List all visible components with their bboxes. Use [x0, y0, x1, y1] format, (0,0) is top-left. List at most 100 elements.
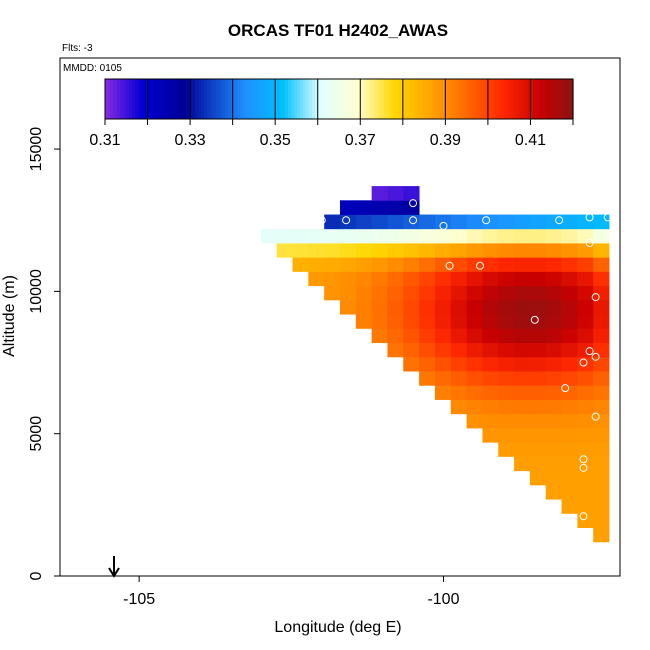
colorbar-swatch [459, 79, 463, 119]
heatmap-cell [561, 257, 578, 272]
heatmap-cell [403, 342, 420, 358]
heatmap-cell [561, 314, 578, 329]
colorbar-swatch [105, 79, 109, 119]
colorbar-swatch [288, 79, 292, 119]
colorbar-swatch [297, 79, 301, 119]
heatmap-cell [545, 399, 562, 415]
heatmap-cell [561, 484, 578, 500]
heatmap-cell [545, 342, 562, 358]
heatmap-cell [514, 385, 531, 400]
colorbar-swatch [462, 79, 466, 119]
heatmap-cell [529, 257, 547, 272]
heatmap-cell [593, 470, 610, 486]
heatmap-cell [450, 228, 468, 244]
colorbar-swatch [324, 79, 328, 119]
sample-point [342, 216, 351, 225]
heatmap-cell [308, 243, 325, 258]
colorbar-swatch [408, 79, 412, 119]
colorbar-swatch [144, 79, 148, 119]
heatmap-cell [371, 257, 388, 272]
colorbar-swatch [201, 79, 205, 119]
heatmap-cell [577, 299, 594, 315]
colorbar-swatch [267, 79, 271, 119]
heatmap-cell [529, 228, 547, 244]
colorbar-swatch [300, 79, 304, 119]
colorbar-swatch [342, 79, 346, 119]
heatmap-cell [529, 413, 547, 429]
colorbar-swatch [162, 79, 166, 119]
heatmap-cell [419, 342, 436, 358]
colorbar-swatch [330, 79, 334, 119]
colorbar-swatch [525, 79, 529, 119]
colorbar-swatch [546, 79, 550, 119]
heatmap-cell [498, 228, 515, 244]
colorbar-swatch [339, 79, 343, 119]
colorbar-swatch [522, 79, 526, 119]
heatmap-cell [577, 271, 594, 287]
heatmap-cell [371, 299, 388, 315]
colorbar-swatch [243, 79, 247, 119]
heatmap-cell [498, 214, 515, 230]
colorbar-swatch [318, 79, 322, 119]
sample-point [591, 352, 600, 361]
heatmap-cell [561, 399, 578, 415]
colorbar-swatch [312, 79, 316, 119]
heatmap-cell [276, 243, 293, 258]
colorbar-swatch [189, 79, 193, 119]
sample-point [585, 213, 594, 222]
heatmap-cell [577, 484, 594, 500]
heatmap-cell [545, 257, 562, 272]
heatmap-cell [403, 200, 420, 215]
heatmap-cell [419, 214, 436, 230]
heatmap-cell [529, 442, 547, 457]
heatmap-cell [593, 228, 610, 244]
colorbar-swatch [270, 79, 274, 119]
heatmap-cell [340, 285, 357, 301]
heatmap-cell [403, 271, 420, 287]
heatmap-cell [482, 257, 499, 272]
colorbar-swatch [396, 79, 400, 119]
heatmap-cell [577, 399, 594, 415]
colorbar-swatch [117, 79, 121, 119]
heatmap-cell [466, 385, 483, 400]
heatmap-cell [355, 271, 373, 287]
heatmap-cell [482, 285, 499, 301]
heatmap-cell [577, 214, 594, 230]
heatmap-cell [529, 342, 547, 358]
colorbar-swatch [543, 79, 547, 119]
heatmap-cell [371, 228, 388, 244]
heatmap-cell [292, 243, 309, 258]
heatmap-cell [387, 328, 404, 344]
colorbar-swatch [438, 79, 442, 119]
heatmap-cell [545, 428, 562, 443]
colorbar-swatch [123, 79, 127, 119]
sample-point [609, 523, 618, 532]
colorbar-swatch [393, 79, 397, 119]
heatmap-cell [355, 200, 373, 215]
colorbar-swatch [204, 79, 208, 119]
heatmap-cell [545, 228, 562, 244]
heatmap-cell [466, 328, 483, 344]
colorbar-swatch [120, 79, 124, 119]
heatmap-cell [482, 214, 499, 230]
colorbar-swatch [171, 79, 175, 119]
heatmap-cell [340, 257, 357, 272]
colorbar-swatch [513, 79, 517, 119]
heatmap-cell [577, 456, 594, 472]
heatmap-cell [371, 214, 388, 230]
colorbar-swatch [150, 79, 154, 119]
sample-points [317, 184, 618, 563]
y-tick-label: 15000 [28, 127, 45, 172]
sample-point [409, 199, 418, 208]
colorbar-swatch [420, 79, 424, 119]
colorbar-swatch [153, 79, 157, 119]
y-axis-label: Altitude (m) [1, 275, 18, 357]
heatmap-cell [561, 428, 578, 443]
heatmap-cell [498, 257, 515, 272]
colorbar-swatch [561, 79, 565, 119]
heatmap-cell [403, 186, 420, 201]
colorbar-swatch [111, 79, 115, 119]
heatmap-cell [577, 257, 594, 272]
heatmap-cell [561, 499, 578, 514]
colorbar-swatch [132, 79, 136, 119]
